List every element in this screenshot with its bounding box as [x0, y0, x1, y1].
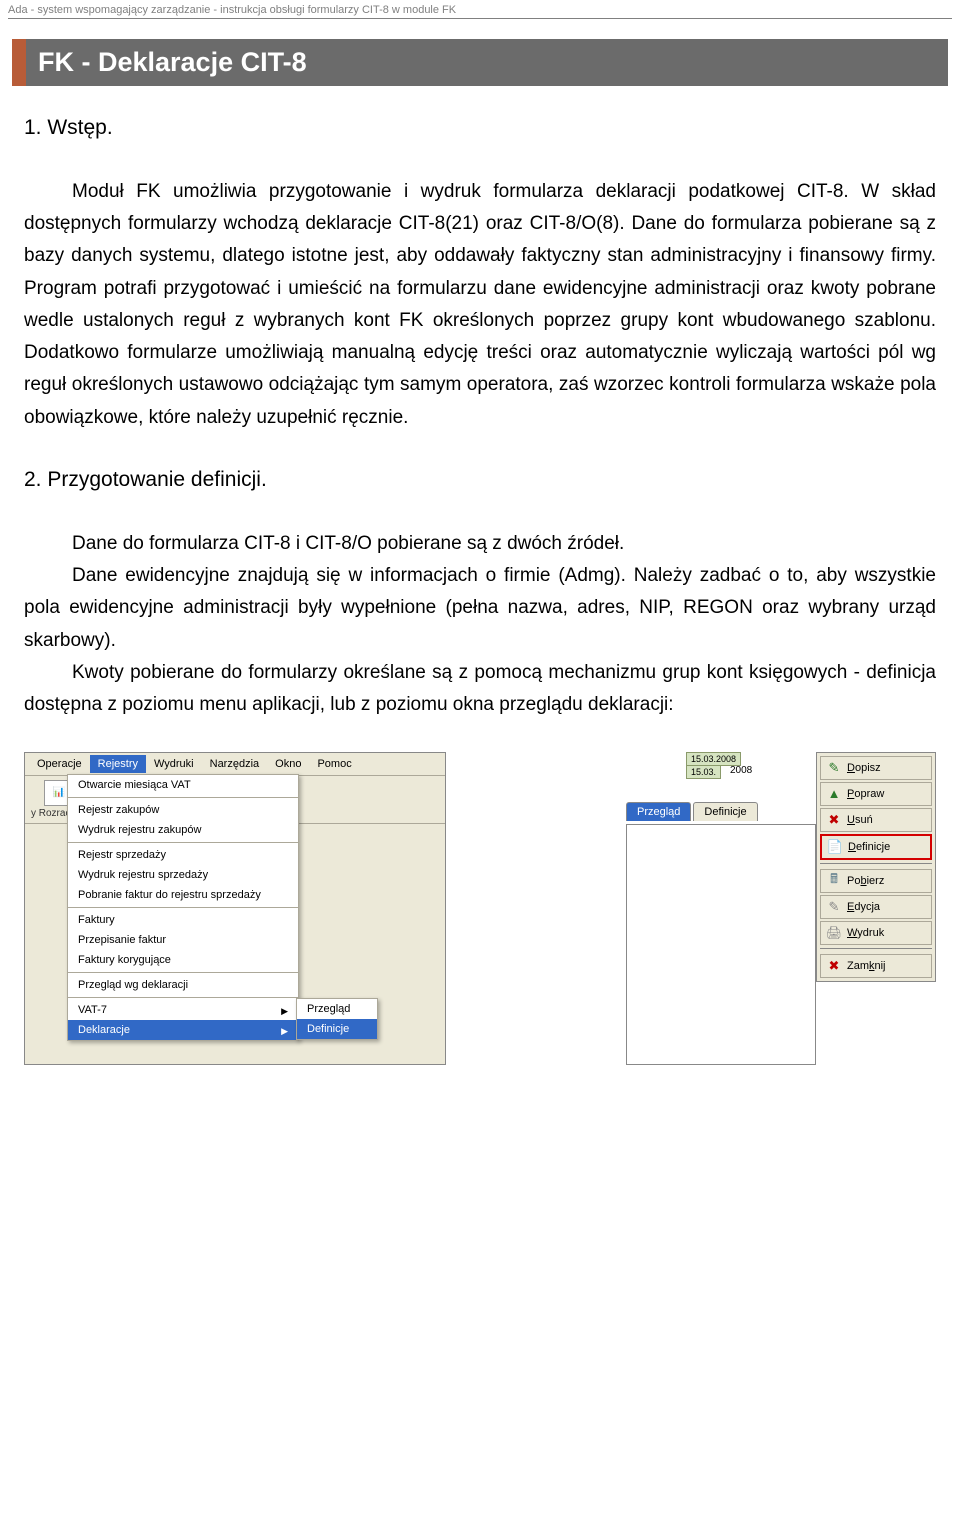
panel-button-label: Wydruk — [847, 927, 884, 939]
panel-button[interactable]: ✎ Edycja — [820, 895, 932, 919]
dropdown-item[interactable]: VAT-7▶ — [68, 1000, 298, 1020]
panel-button-label: Dopisz — [847, 762, 881, 774]
dropdown-item[interactable]: Przepisanie faktur — [68, 930, 298, 950]
screenshot-menu: OperacjeRejestryWydrukiNarzędziaOknoPomo… — [24, 752, 446, 1065]
section-1-paragraph: Moduł FK umożliwia przygotowanie i wydru… — [24, 176, 936, 434]
dropdown-item[interactable]: Deklaracje▶ — [68, 1020, 298, 1040]
panel-button[interactable]: ✖ Zamknij — [820, 954, 932, 978]
dropdown-item[interactable]: Przegląd wg deklaracji — [68, 975, 298, 995]
menubar-item[interactable]: Operacje — [29, 755, 90, 773]
panel-button-icon: 🖨 — [826, 925, 842, 941]
menubar: OperacjeRejestryWydrukiNarzędziaOknoPomo… — [25, 753, 445, 776]
panel-button-label: Zamknij — [847, 960, 886, 972]
tab-strip: PrzeglądDefinicje — [626, 802, 758, 821]
panel-button-label: Pobierz — [847, 875, 884, 887]
panel-button-label: Definicje — [848, 841, 890, 853]
dropdown-item[interactable]: Rejestr sprzedaży — [68, 845, 298, 865]
submenu-item[interactable]: Definicje — [297, 1019, 377, 1039]
panel-button-label: Edycja — [847, 901, 880, 913]
tab[interactable]: Przegląd — [626, 802, 691, 821]
panel-button-icon: ▲ — [826, 786, 842, 802]
date-badge-2: 15.03. — [686, 765, 721, 779]
dropdown-divider — [68, 972, 298, 973]
panel-button-icon: ✎ — [826, 899, 842, 915]
panel-button-label: Popraw — [847, 788, 884, 800]
grid-area — [626, 824, 816, 1065]
panel-divider — [820, 863, 932, 866]
dropdown-item[interactable]: Faktury — [68, 910, 298, 930]
panel-button[interactable]: ✖ Usuń — [820, 808, 932, 832]
panel-button[interactable]: ▲ Popraw — [820, 782, 932, 806]
dropdown-divider — [68, 907, 298, 908]
panel-button-icon: ✖ — [826, 958, 842, 974]
panel-button[interactable]: 🖨 Wydruk — [820, 921, 932, 945]
title-bar: FK - Deklaracje CIT-8 — [12, 39, 948, 86]
year-label: 2008 — [730, 765, 752, 776]
submenu-item[interactable]: Przegląd — [297, 999, 377, 1019]
menubar-item[interactable]: Pomoc — [309, 755, 359, 773]
dropdown-divider — [68, 842, 298, 843]
section-2-paragraph: Dane do formularza CIT-8 i CIT-8/O pobie… — [24, 528, 936, 722]
panel-button-label: Usuń — [847, 814, 873, 826]
submenu-deklaracje: PrzeglądDefinicje — [296, 998, 378, 1040]
submenu-arrow-icon: ▶ — [281, 1006, 288, 1017]
panel-divider — [820, 948, 932, 951]
menubar-item[interactable]: Wydruki — [146, 755, 202, 773]
menubar-item[interactable]: Narzędzia — [202, 755, 268, 773]
dropdown-divider — [68, 997, 298, 998]
panel-button[interactable]: 📄 Definicje — [820, 834, 932, 860]
panel-button-icon: 📄 — [827, 839, 843, 855]
submenu-arrow-icon: ▶ — [281, 1026, 288, 1037]
s2-line-1: Dane do formularza CIT-8 i CIT-8/O pobie… — [24, 528, 936, 560]
menubar-item[interactable]: Rejestry — [90, 755, 146, 773]
panel-button-icon: 🖩 — [826, 873, 842, 889]
panel-button[interactable]: 🖩 Pobierz — [820, 869, 932, 893]
date-badge-1: 15.03.2008 — [686, 752, 741, 766]
dropdown-item[interactable]: Rejestr zakupów — [68, 800, 298, 820]
dropdown-rejestry: Otwarcie miesiąca VATRejestr zakupówWydr… — [67, 774, 299, 1041]
page-header: Ada - system wspomagający zarządzanie - … — [0, 0, 960, 18]
section-2-heading: 2. Przygotowanie definicji. — [24, 462, 936, 498]
s2-line-2: Dane ewidencyjne znajdują się w informac… — [24, 560, 936, 657]
menubar-item[interactable]: Okno — [267, 755, 309, 773]
dropdown-item[interactable]: Faktury korygujące — [68, 950, 298, 970]
section-1-heading: 1. Wstęp. — [24, 110, 936, 146]
dropdown-divider — [68, 797, 298, 798]
button-panel: ✎ Dopisz ▲ Popraw ✖ Usuń 📄 Definicje 🖩 Pobierz ✎ Ed… — [816, 752, 936, 982]
dropdown-item[interactable]: Wydruk rejestru zakupów — [68, 820, 298, 840]
dropdown-item[interactable]: Otwarcie miesiąca VAT — [68, 775, 298, 795]
document-content: 1. Wstęp. Moduł FK umożliwia przygotowan… — [0, 110, 960, 722]
panel-button[interactable]: ✎ Dopisz — [820, 756, 932, 780]
screenshots-row: OperacjeRejestryWydrukiNarzędziaOknoPomo… — [0, 752, 960, 1065]
screenshot-panel: 15.03.2008 15.03. 2008 PrzeglądDefinicje… — [626, 752, 936, 1065]
tab[interactable]: Definicje — [693, 802, 757, 821]
s2-line-3: Kwoty pobierane do formularzy określane … — [24, 657, 936, 722]
dropdown-item[interactable]: Pobranie faktur do rejestru sprzedaży — [68, 885, 298, 905]
header-divider — [8, 18, 952, 19]
panel-button-icon: ✖ — [826, 812, 842, 828]
panel-button-icon: ✎ — [826, 760, 842, 776]
dropdown-item[interactable]: Wydruk rejestru sprzedaży — [68, 865, 298, 885]
